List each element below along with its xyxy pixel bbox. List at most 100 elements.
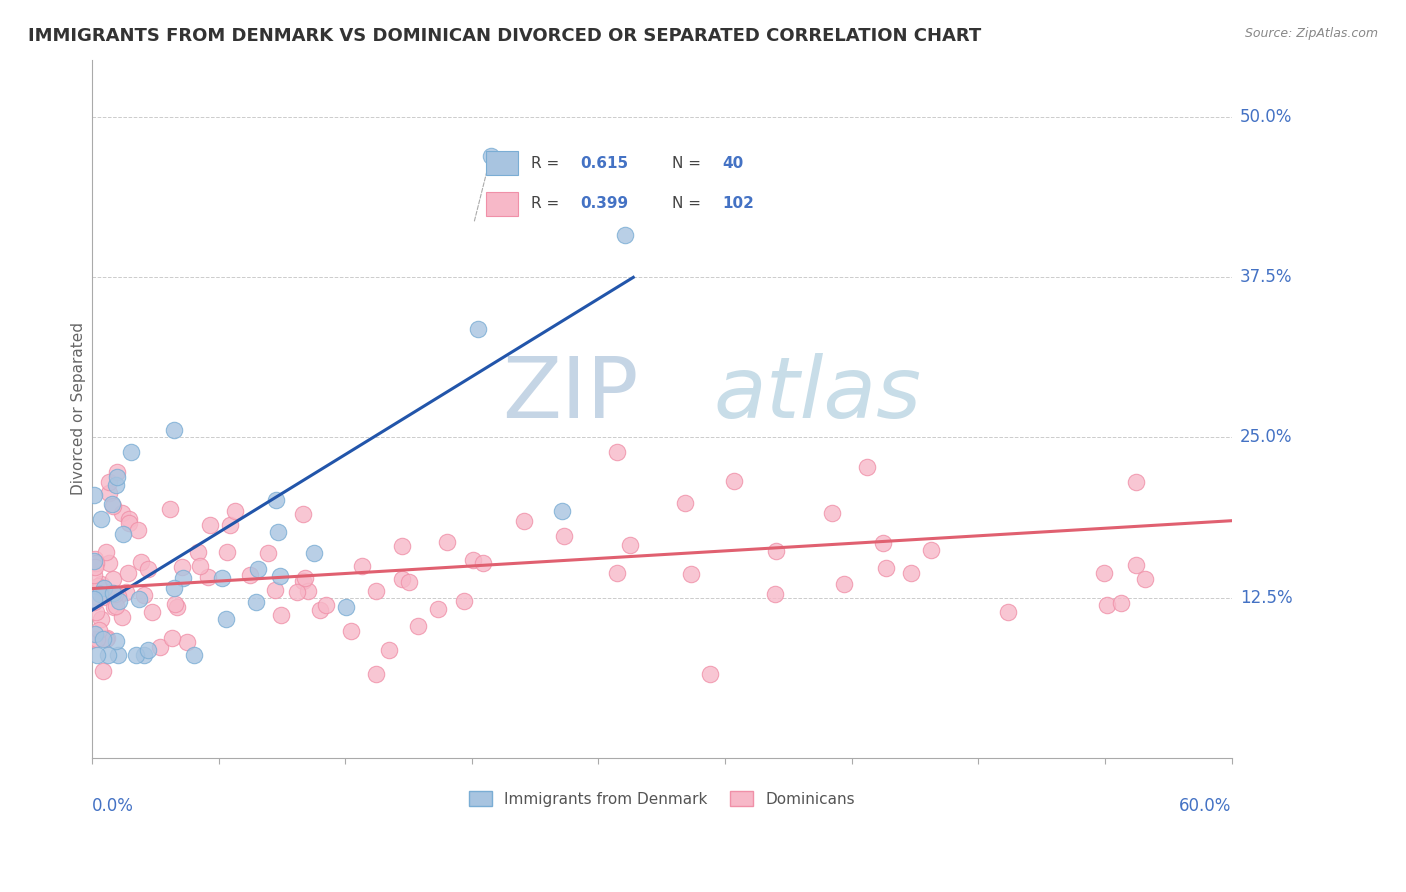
Point <box>211 572 233 586</box>
Point <box>920 542 942 557</box>
Point <box>471 556 494 570</box>
Point <box>270 607 292 622</box>
Point <box>132 588 155 602</box>
Point <box>83 592 105 607</box>
Point <box>264 493 287 508</box>
Point <box>997 605 1019 619</box>
Point <box>117 511 139 525</box>
Point <box>138 562 160 576</box>
Point <box>1125 558 1147 572</box>
Point <box>149 640 172 654</box>
Text: 12.5%: 12.5% <box>1240 589 1292 607</box>
Point <box>104 586 127 600</box>
Point <box>699 667 721 681</box>
Point <box>129 555 152 569</box>
Point <box>91 632 114 647</box>
Point <box>98 486 121 500</box>
Point <box>107 589 129 603</box>
Point <box>93 581 115 595</box>
Point <box>551 504 574 518</box>
Point <box>114 584 136 599</box>
Point <box>159 501 181 516</box>
Point <box>197 570 219 584</box>
Point <box>246 562 269 576</box>
Point <box>391 539 413 553</box>
Point <box>856 460 879 475</box>
Point <box>364 667 387 681</box>
Point <box>1109 596 1132 610</box>
Point <box>172 571 194 585</box>
Point <box>723 474 745 488</box>
Point <box>136 642 159 657</box>
Point <box>101 585 124 599</box>
Point <box>352 559 374 574</box>
Point <box>900 566 922 580</box>
Point <box>166 599 188 614</box>
Point <box>512 514 534 528</box>
Point <box>125 648 148 663</box>
Point <box>98 556 121 570</box>
Point <box>378 643 401 657</box>
Text: 60.0%: 60.0% <box>1180 797 1232 814</box>
Point <box>285 585 308 599</box>
Point <box>90 577 112 591</box>
Point <box>426 602 449 616</box>
Point <box>89 624 111 638</box>
Text: ZIP: ZIP <box>502 353 638 436</box>
Point <box>165 597 187 611</box>
Point <box>86 648 108 663</box>
Point <box>294 571 316 585</box>
Point <box>239 568 262 582</box>
Point <box>104 478 127 492</box>
Point <box>112 527 135 541</box>
Point <box>103 599 125 614</box>
Point <box>1092 566 1115 580</box>
Point <box>105 470 128 484</box>
Point <box>83 488 105 502</box>
Point <box>218 518 240 533</box>
Point <box>160 631 183 645</box>
Point <box>224 504 246 518</box>
Point <box>97 475 120 489</box>
Point <box>269 569 291 583</box>
Point <box>94 632 117 646</box>
Point <box>1133 572 1156 586</box>
Point <box>215 612 238 626</box>
Point <box>364 584 387 599</box>
Point <box>257 546 280 560</box>
Point <box>297 584 319 599</box>
Point <box>83 560 105 574</box>
Point <box>90 511 112 525</box>
Point <box>1097 598 1119 612</box>
Legend: Immigrants from Denmark, Dominicans: Immigrants from Denmark, Dominicans <box>463 785 860 813</box>
Point <box>89 586 111 600</box>
Point <box>266 525 288 540</box>
Text: 25.0%: 25.0% <box>1240 428 1292 447</box>
Point <box>335 599 357 614</box>
Point <box>553 529 575 543</box>
Point <box>200 517 222 532</box>
Point <box>107 648 129 663</box>
Point <box>263 582 285 597</box>
Point <box>83 552 105 566</box>
Point <box>821 506 844 520</box>
Text: 50.0%: 50.0% <box>1240 108 1292 127</box>
Point <box>103 499 125 513</box>
Point <box>606 566 628 581</box>
Point <box>83 632 105 647</box>
Point <box>97 648 120 663</box>
Point <box>86 632 108 646</box>
Point <box>302 546 325 560</box>
Point <box>763 587 786 601</box>
Point <box>461 553 484 567</box>
Point <box>832 577 855 591</box>
Point <box>108 593 131 607</box>
Point <box>308 603 330 617</box>
Point <box>340 624 363 638</box>
Point <box>190 558 212 573</box>
Point <box>91 664 114 678</box>
Point <box>673 496 696 510</box>
Point <box>872 536 894 550</box>
Point <box>170 559 193 574</box>
Point <box>105 599 128 613</box>
